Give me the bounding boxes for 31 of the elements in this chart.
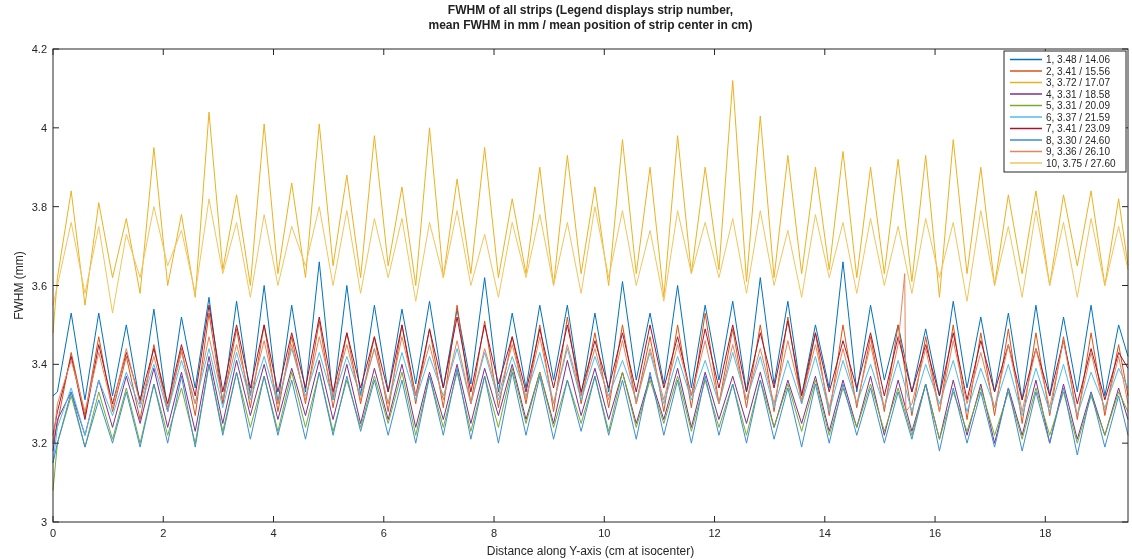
chart-title: FWHM of all strips (Legend displays strip number, mean FWHM in mm / mean position of strip center in cm)	[428, 3, 753, 32]
legend-label: 3, 3.72 / 17.07	[1046, 77, 1111, 88]
y-tick-label: 4.2	[31, 43, 47, 55]
legend-label: 7, 3.41 / 23.09	[1046, 123, 1111, 134]
x-tick-label: 12	[708, 527, 721, 539]
y-tick-label: 4	[40, 121, 47, 134]
legend-label: 6, 3.37 / 21.59	[1046, 111, 1111, 123]
x-tick-label: 8	[490, 527, 498, 539]
y-tick-label: 3	[40, 516, 47, 528]
legend-label: 1, 3.48 / 14.06	[1046, 54, 1111, 65]
legend-label: 5, 3.31 / 20.09	[1046, 100, 1111, 111]
legend-label: 4, 3.31 / 18.58	[1046, 88, 1111, 100]
legend-label: 2, 3.41 / 15.56	[1046, 65, 1111, 77]
x-axis-title: Distance along Y-axis (cm at isocenter)	[486, 544, 695, 558]
y-tick-label: 3.4	[31, 358, 47, 371]
x-tick-label: 0	[49, 527, 57, 539]
y-tick-label: 3.2	[31, 437, 47, 450]
legend-label: 8, 3.30 / 24.60	[1046, 134, 1111, 146]
y-axis-title: FWHM (mm)	[12, 251, 26, 320]
legend-label: 9, 3.36 / 26.10	[1046, 146, 1111, 157]
x-tick-label: 6	[380, 527, 387, 539]
x-tick-label: 4	[270, 527, 277, 539]
legend-label: 10, 3.75 / 27.60	[1046, 157, 1116, 169]
line-series	[52, 198, 1129, 314]
x-tick-label: 18	[1039, 527, 1052, 539]
x-tick-label: 10	[598, 527, 611, 539]
y-tick-label: 3.8	[31, 200, 47, 213]
x-tick-label: 16	[928, 527, 942, 539]
y-tick-label: 3.6	[31, 279, 47, 292]
x-tick-label: 14	[818, 527, 831, 539]
x-tick-label: 2	[160, 527, 167, 539]
